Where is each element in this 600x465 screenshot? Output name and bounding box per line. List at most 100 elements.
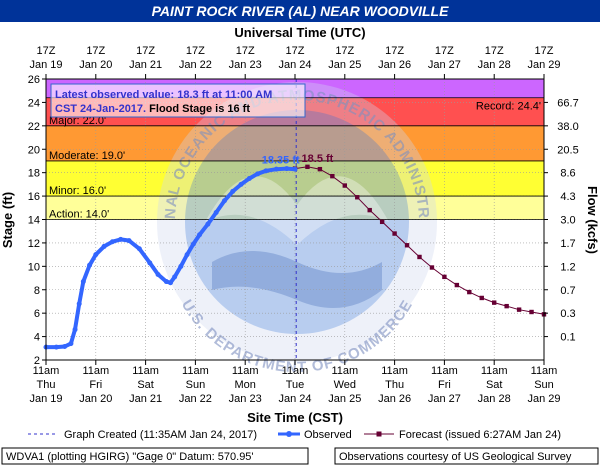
bottom-tick-date-5: Jan 24 [278,393,311,405]
forecast-point-8 [392,231,397,236]
flood-band-moderate [46,125,544,161]
bottom-tick-date-3: Jan 22 [179,393,212,405]
observed-point-11 [118,236,124,242]
observed-point-6 [80,279,86,285]
legend: Graph Created (11:35AM Jan 24, 2017) Obs… [28,429,561,441]
top-tick-time-5: 17Z [286,45,305,57]
bottom-tick-date-4: Jan 23 [229,393,262,405]
forecast-point-1 [305,164,310,170]
observed-crest-label: 18.35 ft [262,155,300,167]
forecast-point-4 [342,183,347,188]
bottom-tick-day-9: Sat [486,379,503,391]
y-left-tick-label-7: 16 [28,191,40,203]
bottom-tick-date-2: Jan 21 [129,393,162,405]
flood-band-action [46,196,544,220]
top-tick-time-3: 17Z [186,45,205,57]
footer-left-text: WDVA1 (plotting HGIRG) "Gage 0" Datum: 5… [6,451,254,463]
observed-point-14 [147,260,153,266]
observed-point-20 [184,252,190,258]
y-left-tick-label-3: 8 [34,285,40,297]
forecast-crest-label: 18.5 ft [302,153,334,165]
top-tick-time-1: 17Z [86,45,105,57]
y-right-tick-label-7: 8.6 [560,168,575,180]
top-tick-date-1: Jan 20 [79,59,112,71]
observed-point-12 [126,238,132,244]
footer-right-text: Observations courtesy of US Geological S… [339,451,572,463]
observed-point-18 [172,274,178,280]
top-tick-time-10: 17Z [535,45,554,57]
top-tick-date-4: Jan 23 [229,59,262,71]
bottom-tick-day-3: Sun [186,379,206,391]
observed-point-25 [221,198,227,204]
bottom-tick-time-8: 11am [431,365,458,377]
forecast-point-14 [467,289,472,295]
axes: 17Z Jan 19 17Z Jan 20 17Z Jan 21 17Z Jan 22 17Z J… [28,45,579,405]
info-line-1: Latest observed value: 18.3 ft at 11:00 … [55,89,272,101]
observed-point-27 [238,181,244,187]
forecast-point-9 [404,243,410,248]
top-tick-date-8: Jan 27 [428,59,461,71]
y-left-tick-label-12: 26 [28,74,40,86]
top-tick-time-4: 17Z [236,45,255,57]
y-left-tick-label-8: 18 [28,168,40,180]
top-tick-time-8: 17Z [435,45,454,57]
crest-annotations: 18.35 ft 18.5 ft [262,153,334,167]
info-box [50,83,306,118]
bottom-tick-date-8: Jan 27 [428,393,461,405]
footer-left-box [1,447,309,465]
forecast-point-18 [516,307,522,312]
observed-point-15 [155,272,161,278]
y-right-tick-label-1: 0.3 [560,308,575,320]
observed-point-1 [53,344,59,350]
y-right-tick-label-9: 38.0 [557,121,578,133]
bottom-tick-time-5: 11am [282,365,309,377]
top-tick-date-6: Jan 25 [328,59,361,71]
bottom-tick-date-9: Jan 28 [478,393,511,405]
y-right-tick-label-5: 3.0 [560,215,575,227]
top-tick-time-2: 17Z [136,45,155,57]
observed-point-31 [273,166,279,172]
flood-label-action: Action: 14.0' [49,209,109,221]
forecast-point-3 [330,173,335,179]
bottom-tick-time-10: 11am [531,365,558,377]
observed-point-7 [87,262,93,268]
chart-title: PAINT ROCK RIVER (AL) NEAR WOODVILLE [152,3,450,19]
observed-point-19 [178,263,184,269]
y-left-tick-label-9: 20 [28,144,40,156]
forecast-point-17 [504,303,509,309]
footer-right-box [334,447,599,465]
y-left-tick-label-11: 24 [28,97,40,109]
observed-point-3 [68,341,74,347]
forecast-point-11 [429,265,435,270]
observed-point-28 [246,176,252,182]
legend-observed-marker [286,431,292,437]
bottom-tick-day-4: Mon [234,379,255,391]
info-line-2-date: CST 24-Jan-2017. [55,103,146,115]
bottom-tick-day-1: Fri [89,379,102,391]
observed-point-33 [292,166,298,172]
bottom-tick-time-9: 11am [481,365,508,377]
forecast-point-7 [379,219,385,225]
y-right-tick-label-8: 20.5 [557,144,578,156]
bottom-tick-time-6: 11am [331,365,358,377]
bottom-tick-time-1: 11am [82,365,109,377]
top-tick-date-10: Jan 29 [527,59,560,71]
observed-point-32 [284,166,290,172]
observed-point-4 [72,327,78,333]
top-tick-time-9: 17Z [485,45,504,57]
forecast-point-5 [355,195,360,200]
forecast-point-12 [442,274,447,280]
top-tick-time-0: 17Z [37,45,56,57]
observed-point-17 [168,280,173,286]
legend-created-label: Graph Created (11:35AM Jan 24, 2017) [64,429,257,441]
forecast-point-13 [454,282,460,288]
forecast-point-2 [317,166,323,172]
observed-point-21 [190,241,196,247]
forecast-point-6 [367,207,372,213]
y-left-tick-label-6: 14 [28,215,40,227]
watermark-inner-disc [185,110,409,334]
y-left-axis-title: Stage (ft) [0,192,15,248]
top-tick-date-9: Jan 28 [478,59,511,71]
y-left-tick-label-5: 12 [28,238,40,250]
